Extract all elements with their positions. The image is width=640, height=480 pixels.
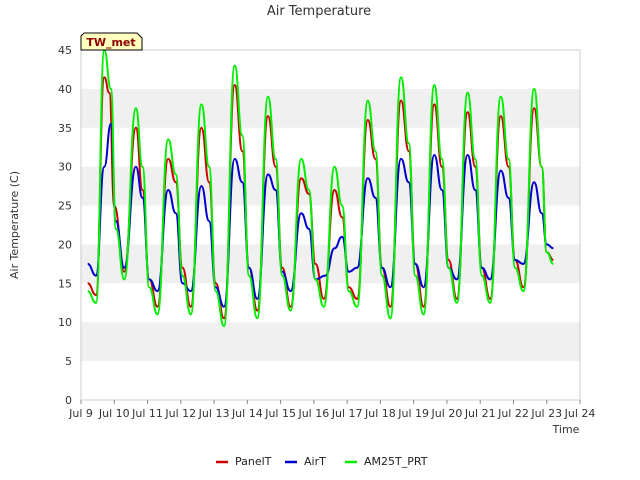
y-tick-label: 5 <box>65 355 72 368</box>
x-tick-label: Jul 20 <box>431 407 463 420</box>
x-tick-label: Jul 24 <box>564 407 596 420</box>
y-tick-label: 40 <box>58 83 72 96</box>
x-tick-label: Jul 10 <box>98 407 130 420</box>
plot-frame <box>80 49 581 401</box>
x-axis-ticks: Jul 9 Jul 10 Jul 11 Jul 12 Jul 13 Jul 14 Jul 1… <box>68 400 595 420</box>
legend: PanelT AirT AM25T_PRT <box>216 455 428 468</box>
grid-band <box>81 88 580 128</box>
x-tick-label: Jul 21 <box>464 407 496 420</box>
y-tick-label: 30 <box>58 161 72 174</box>
series-lines <box>87 49 554 328</box>
x-tick-label: Jul 11 <box>131 407 163 420</box>
y-tick-label: 35 <box>58 122 72 135</box>
x-tick-label: Jul 9 <box>68 407 93 420</box>
x-tick-label: Jul 18 <box>364 407 396 420</box>
y-axis-title: Air Temperature (C) <box>8 171 21 279</box>
tw-met-badge: TW_met <box>80 32 143 51</box>
tw-met-badge-label: TW_met <box>86 36 135 49</box>
x-tick-label: Jul 19 <box>397 407 429 420</box>
x-tick-label: Jul 13 <box>198 407 230 420</box>
y-tick-label: 10 <box>58 316 72 329</box>
y-tick-label: 0 <box>65 394 72 407</box>
x-tick-label: Jul 12 <box>164 407 196 420</box>
x-tick-label: Jul 22 <box>497 407 529 420</box>
legend-label: AM25T_PRT <box>364 455 428 468</box>
y-tick-label: 20 <box>58 238 72 251</box>
y-tick-label: 25 <box>58 200 72 213</box>
y-tick-label: 45 <box>58 44 72 57</box>
series-line-am25t-prt <box>87 49 554 328</box>
x-tick-label: Jul 23 <box>530 407 562 420</box>
y-axis-ticks: 0 5 10 15 20 25 30 35 40 45 <box>58 44 72 407</box>
legend-label: PanelT <box>235 455 272 468</box>
x-tick-label: Jul 16 <box>297 407 329 420</box>
legend-label: AirT <box>304 455 326 468</box>
y-tick-label: 15 <box>58 277 72 290</box>
x-tick-label: Jul 14 <box>231 407 263 420</box>
x-tick-label: Jul 15 <box>264 407 296 420</box>
tw-met-badge-shape <box>80 32 143 51</box>
grid-band <box>81 322 580 362</box>
x-tick-label: Jul 17 <box>331 407 363 420</box>
x-axis-title: Time <box>552 423 580 436</box>
chart-title: Air Temperature <box>267 4 371 19</box>
